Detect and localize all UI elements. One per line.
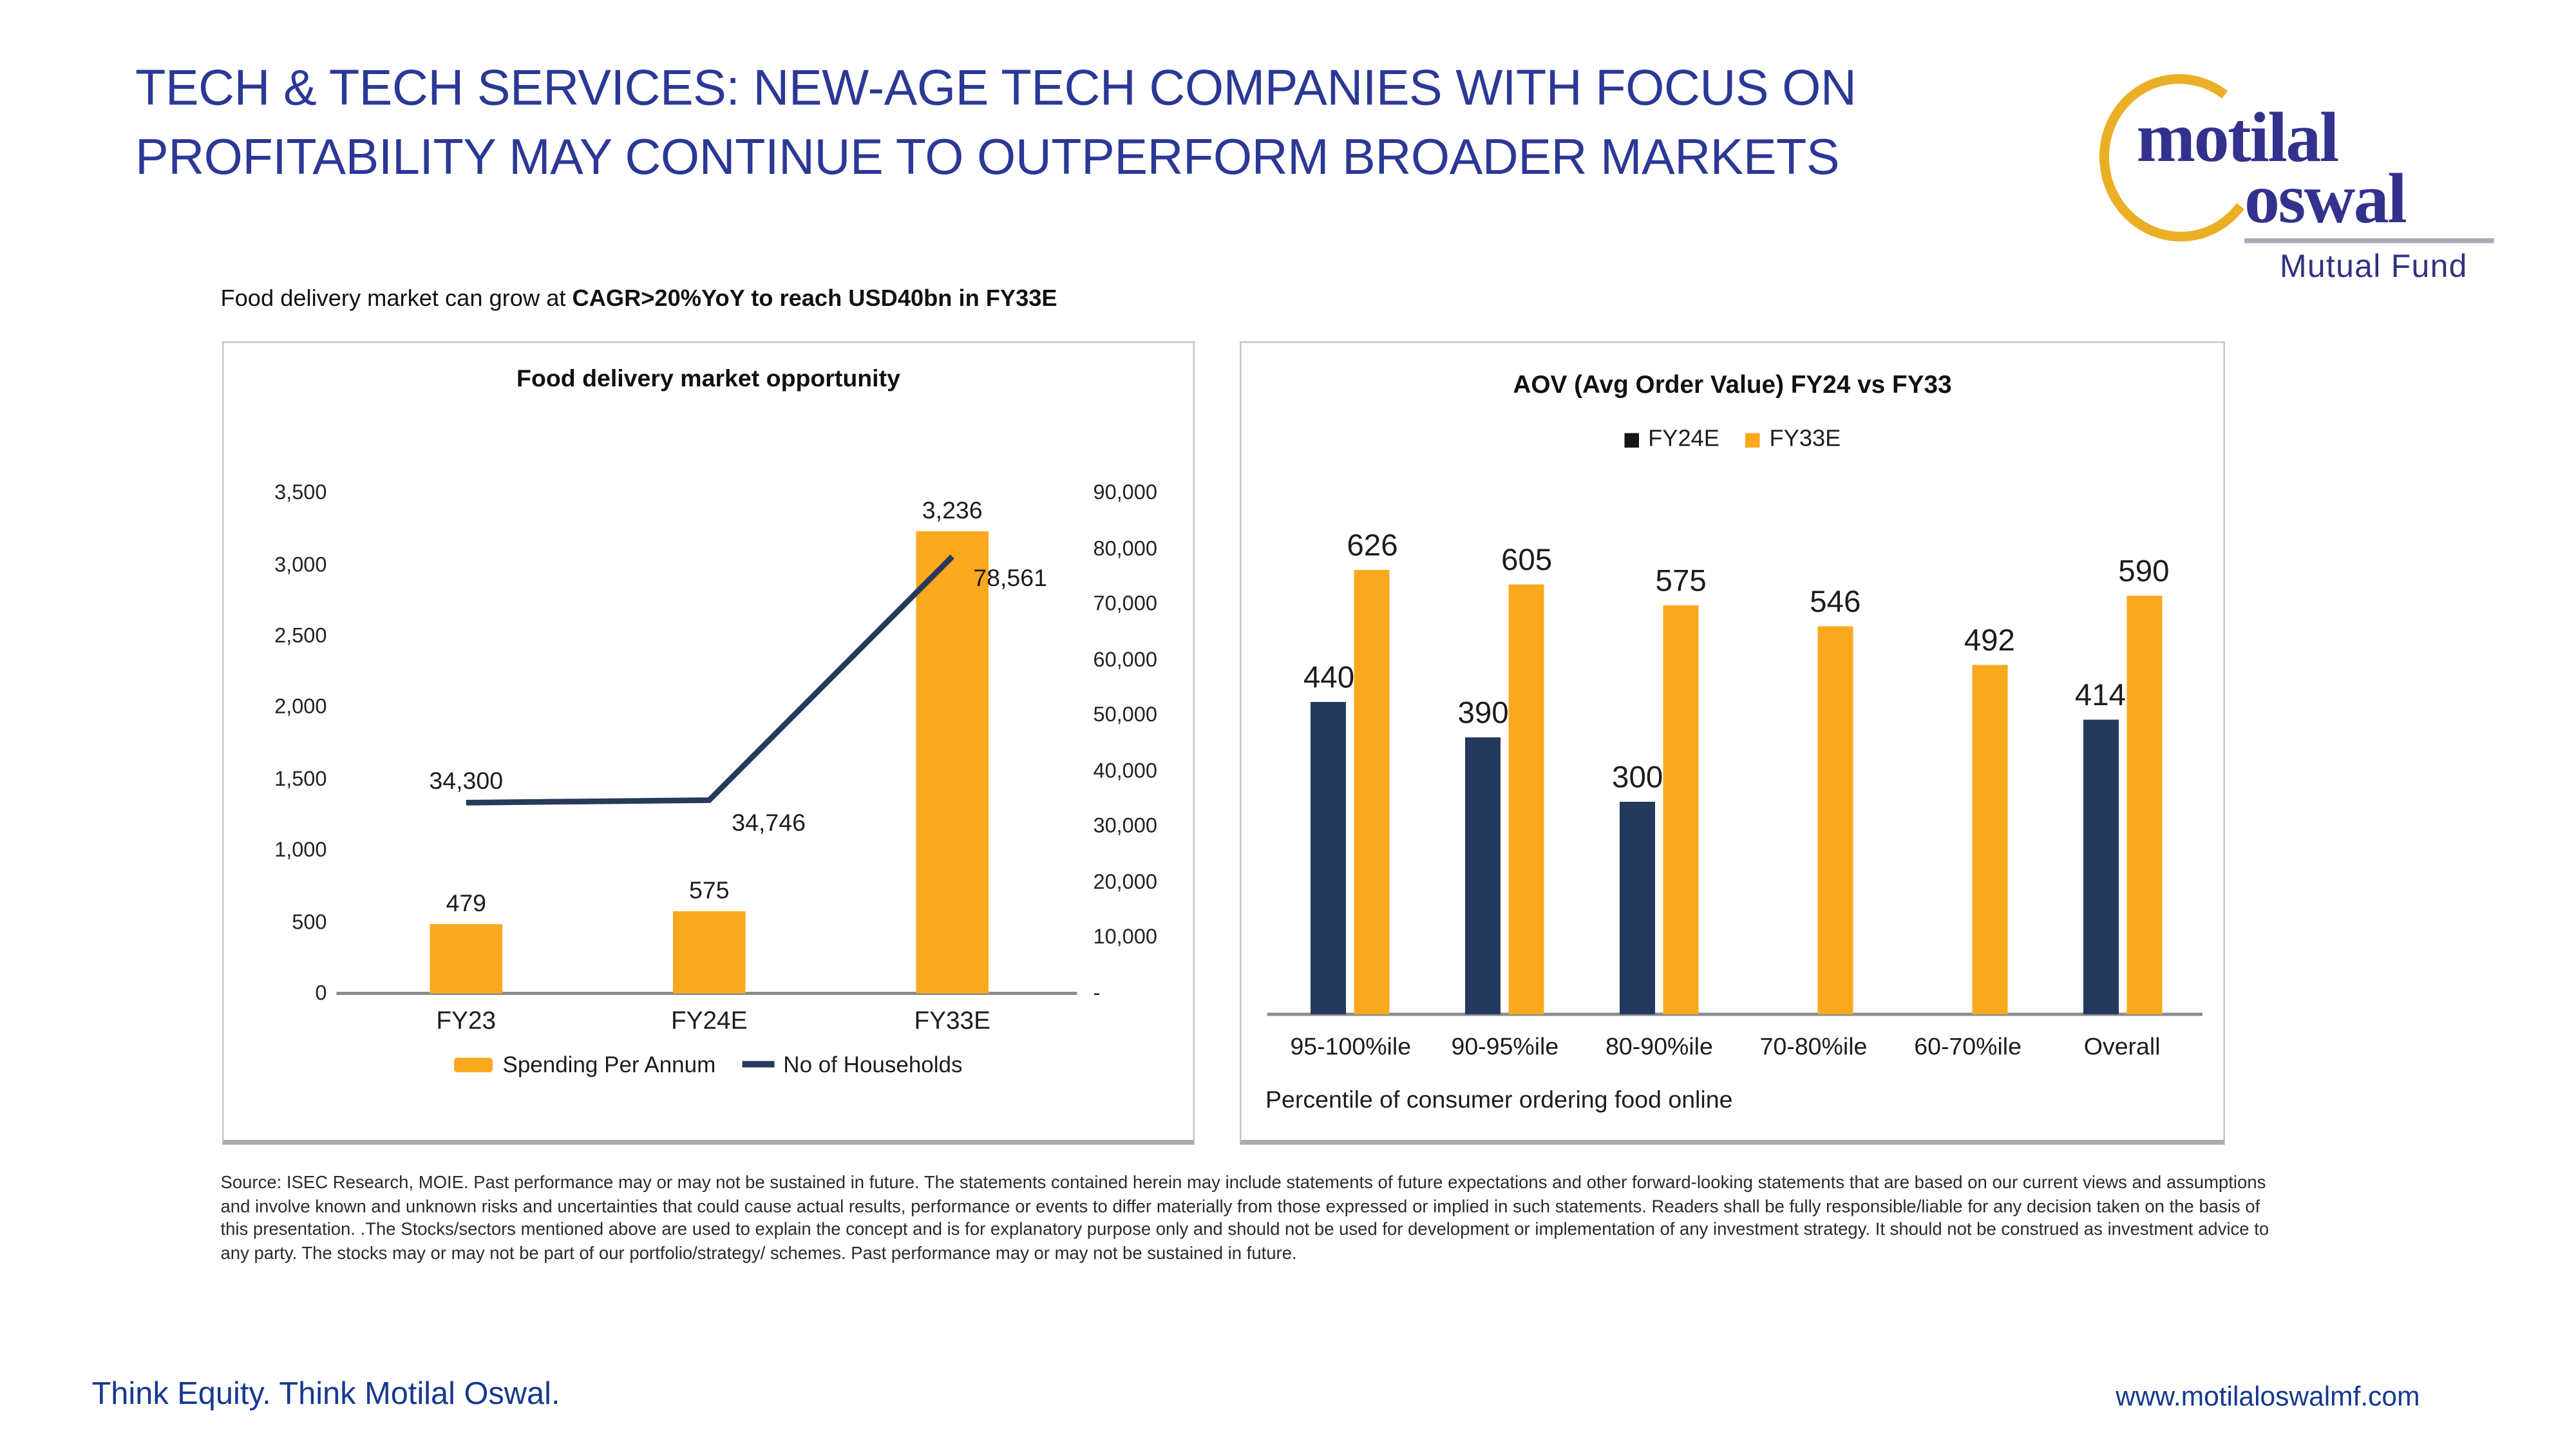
fy24e-bar [1465, 737, 1501, 1014]
footer-website: www.motilaloswalmf.com [2116, 1381, 2420, 1412]
left-chart-title: Food delivery market opportunity [516, 365, 900, 393]
right-chart-x-axis [1267, 1012, 2202, 1016]
right-chart-category-label: 95-100%ile [1290, 1034, 1412, 1061]
right-axis-tick: 20,000 [1093, 869, 1157, 894]
spending-bar [430, 925, 502, 994]
legend-label: Spending Per Annum [502, 1051, 716, 1077]
logo-divider [2244, 238, 2494, 243]
left-chart-legend: Spending Per Annum No of Households [224, 1052, 1193, 1077]
disclaimer-text: Source: ISEC Research, MOIE. Past perfor… [220, 1173, 2269, 1264]
left-axis-tick: 1,000 [274, 837, 327, 862]
food-delivery-chart-panel: Food delivery market opportunity 0 500 1,0… [222, 341, 1195, 1145]
legend-item-fy24e: FY24E [1624, 427, 1719, 453]
left-axis-tick: 2,000 [274, 694, 327, 719]
right-chart-category-label: 90-95%ile [1451, 1034, 1559, 1061]
fy24e-bar [1311, 701, 1347, 1014]
spending-bar [673, 911, 746, 994]
fy33e-legend-swatch-icon [1745, 432, 1760, 447]
right-chart-title: AOV (Avg Order Value) FY24 vs FY33 [1513, 372, 1952, 400]
fy33e-bar-label: 590 [2118, 554, 2170, 589]
households-legend-swatch-icon [741, 1061, 774, 1068]
legend-label: No of Households [783, 1051, 963, 1077]
right-chart-legend: FY24E FY33E [1242, 427, 2224, 453]
fy24e-bar-label: 414 [2074, 680, 2126, 714]
right-chart-category-label: 60-70%ile [1914, 1034, 2022, 1061]
right-chart-x-axis-note: Percentile of consumer ordering food onl… [1265, 1086, 1733, 1115]
legend-label: FY24E [1648, 426, 1719, 453]
fy33e-bar-label: 492 [1964, 625, 2015, 659]
subtitle-bold: CAGR>20%YoY to reach USD40bn in FY33E [572, 287, 1057, 312]
page-title: TECH & TECH SERVICES: NEW-AGE TECH COMPA… [135, 53, 2003, 192]
page-title-line1: TECH & TECH SERVICES: NEW-AGE TECH COMPA… [135, 59, 1857, 117]
fy24e-bar-label: 300 [1612, 761, 1663, 795]
legend-item-fy33e: FY33E [1745, 427, 1841, 453]
households-point-label: 34,300 [429, 767, 504, 795]
left-axis-tick: 2,500 [274, 623, 327, 648]
spending-bar [916, 531, 989, 994]
fy33e-bar-label: 605 [1501, 544, 1553, 578]
logo-word-motilal: motilal [2136, 98, 2340, 177]
right-axis-tick: 10,000 [1093, 925, 1157, 949]
right-axis-tick: 60,000 [1093, 647, 1157, 671]
right-axis-tick: 40,000 [1093, 758, 1157, 782]
footer-tagline: Think Equity. Think Motilal Oswal. [91, 1376, 560, 1412]
left-chart-x-axis [336, 992, 1077, 995]
fy33e-bar-label: 575 [1655, 565, 1707, 600]
fy24e-bar [1620, 801, 1656, 1014]
left-axis-tick: 1,500 [274, 766, 327, 790]
spending-bar-label: 575 [688, 877, 730, 905]
left-chart-category-label: FY33E [914, 1008, 990, 1036]
fy33e-bar [1817, 627, 1853, 1014]
logo-tagline: Mutual Fund [2280, 249, 2468, 285]
left-axis-tick: 3,500 [274, 480, 327, 504]
fy33e-bar-label: 626 [1347, 529, 1398, 564]
households-point-label: 78,561 [973, 564, 1047, 592]
fy24e-bar-label: 440 [1303, 661, 1355, 696]
right-chart-category-label: Overall [2083, 1034, 2161, 1061]
fy33e-bar [1354, 569, 1390, 1014]
legend-label: FY33E [1769, 426, 1841, 453]
subtitle-normal: Food delivery market can grow at [220, 287, 573, 312]
left-chart-category-label: FY24E [670, 1008, 748, 1036]
fy24e-legend-swatch-icon [1624, 432, 1639, 447]
right-axis-tick: - [1093, 980, 1101, 1005]
left-axis-tick: 0 [315, 980, 327, 1005]
right-axis-tick: 90,000 [1093, 480, 1157, 504]
left-axis-tick: 500 [292, 909, 327, 933]
fy33e-bar [1663, 606, 1699, 1014]
page-title-line2: PROFITABILITY MAY CONTINUE TO OUTPERFORM… [135, 129, 1840, 185]
logo-word-oswal: oswal [2244, 159, 2407, 238]
legend-item-spending: Spending Per Annum [454, 1052, 715, 1077]
left-chart-category-label: FY23 [436, 1008, 497, 1036]
right-axis-tick: 70,000 [1093, 591, 1157, 616]
households-point-label: 34,746 [732, 810, 806, 838]
right-chart-category-label: 80-90%ile [1605, 1034, 1713, 1061]
fy33e-bar [2126, 595, 2162, 1014]
right-axis-tick: 30,000 [1093, 813, 1157, 838]
right-axis-tick: 50,000 [1093, 702, 1157, 727]
spending-legend-swatch-icon [454, 1057, 493, 1072]
legend-item-households: No of Households [741, 1051, 963, 1077]
left-axis-tick: 3,000 [274, 551, 327, 576]
fy24e-bar-label: 390 [1457, 697, 1509, 732]
spending-bar-label: 3,236 [922, 497, 983, 525]
fy33e-bar [1971, 665, 2007, 1014]
section-subtitle: Food delivery market can grow at CAGR>20… [221, 287, 1057, 312]
right-axis-tick: 80,000 [1093, 535, 1157, 560]
fy24e-bar [2082, 720, 2118, 1014]
fy33e-bar-label: 546 [1810, 586, 1861, 621]
aov-chart-panel: AOV (Avg Order Value) FY24 vs FY33 Perce… [1240, 341, 2225, 1145]
right-chart-category-label: 70-80%ile [1759, 1034, 1868, 1061]
spending-bar-label: 479 [446, 891, 487, 919]
fy33e-bar [1509, 584, 1545, 1014]
